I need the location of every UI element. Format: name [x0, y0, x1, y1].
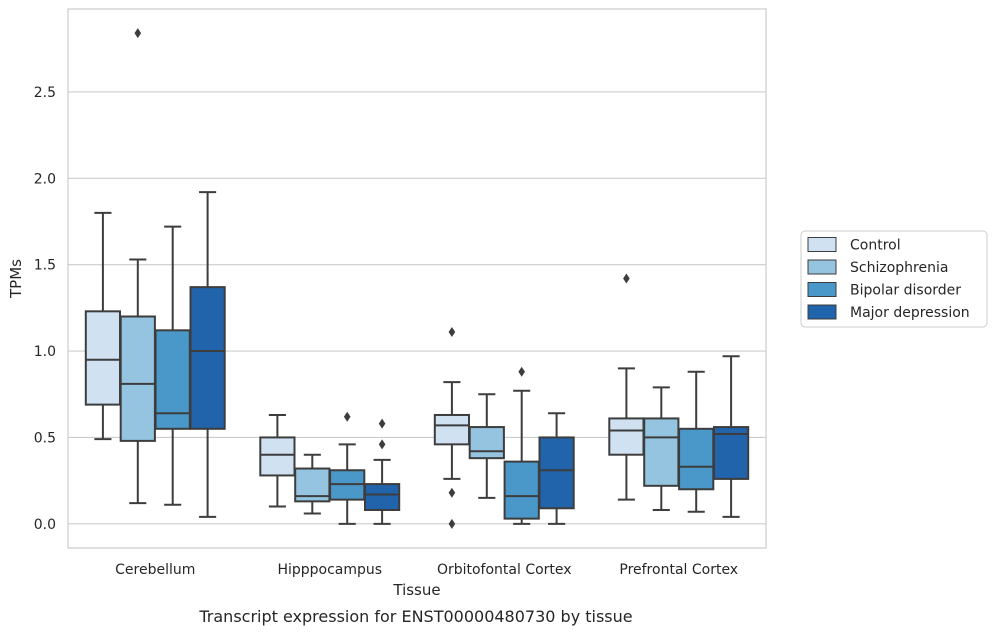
y-tick-label: 1.5	[34, 258, 56, 274]
box-2-1	[468, 393, 505, 499]
legend-swatch	[807, 237, 837, 252]
legend-swatch	[807, 259, 837, 275]
box-2-2	[503, 366, 540, 525]
box-3-3	[712, 355, 750, 518]
outlier-point	[448, 327, 456, 338]
outlier-point	[378, 418, 386, 429]
outlier-point	[134, 28, 142, 39]
box-3-1	[643, 386, 680, 511]
x-tick-label: Cerebellum	[115, 562, 195, 578]
legend-frame	[800, 230, 988, 328]
box-1-0	[259, 413, 296, 508]
y-tick-label: 0.0	[34, 517, 56, 533]
chart-caption: Transcript expression for ENST0000048073…	[198, 607, 632, 626]
box-0-0	[84, 211, 122, 441]
outlier-point	[448, 487, 456, 498]
box-body	[189, 286, 226, 430]
outlier-point	[518, 366, 525, 377]
legend-label: Schizophrenia	[850, 260, 948, 276]
legend-swatch	[807, 282, 837, 297]
box-1-1	[294, 453, 331, 515]
y-axis-ticks: 0.0 0.5 1.0 1.5 2.0 2.5	[34, 85, 56, 533]
outlier-point	[623, 273, 630, 284]
x-tick-label: Orbitofontal Cortex	[437, 562, 572, 578]
y-tick-label: 1.0	[34, 344, 56, 360]
box-0-1	[119, 28, 156, 505]
y-tick-label: 0.5	[34, 430, 56, 446]
y-axis-label: TPMs	[7, 259, 25, 299]
box-body	[84, 310, 122, 406]
x-tick-label: Prefrontal Cortex	[619, 562, 738, 578]
legend-swatch	[807, 304, 837, 320]
box-body	[363, 483, 401, 511]
box-body	[678, 427, 715, 491]
box-2-0	[433, 327, 471, 529]
box-body	[119, 315, 156, 442]
outlier-point	[378, 439, 386, 450]
box-0-2	[154, 225, 191, 506]
y-tick-label: 2.0	[34, 171, 56, 187]
box-1-3	[363, 418, 401, 525]
x-axis-ticks: Cerebellum Hipppocampus Orbitofontal Corte…	[115, 562, 738, 578]
box-body	[643, 417, 680, 487]
box-body	[538, 436, 575, 510]
x-axis-label: Tissue	[392, 581, 440, 599]
box-1-2	[329, 411, 366, 525]
box-body	[468, 426, 505, 460]
outlier-point	[343, 411, 351, 422]
box-body	[712, 426, 750, 480]
outlier-point	[448, 518, 456, 529]
box-3-2	[678, 370, 715, 513]
box-2-3	[538, 412, 575, 525]
x-tick-label: Hipppocampus	[277, 562, 382, 578]
box-3-0	[608, 273, 645, 501]
plot-data	[84, 28, 750, 529]
legend-label: Major depression	[850, 305, 970, 321]
legend-label: Bipolar disorder	[850, 283, 961, 299]
box-body	[503, 460, 540, 520]
plot-frame	[67, 8, 767, 549]
box-body	[259, 436, 296, 477]
box-body	[608, 417, 645, 456]
box-0-3	[189, 191, 226, 518]
box-body	[433, 413, 471, 446]
legend-label: Control	[850, 238, 901, 254]
legend: Control Schizophrenia Bipolar disorder Majo…	[800, 230, 988, 328]
y-tick-label: 2.5	[34, 85, 56, 101]
